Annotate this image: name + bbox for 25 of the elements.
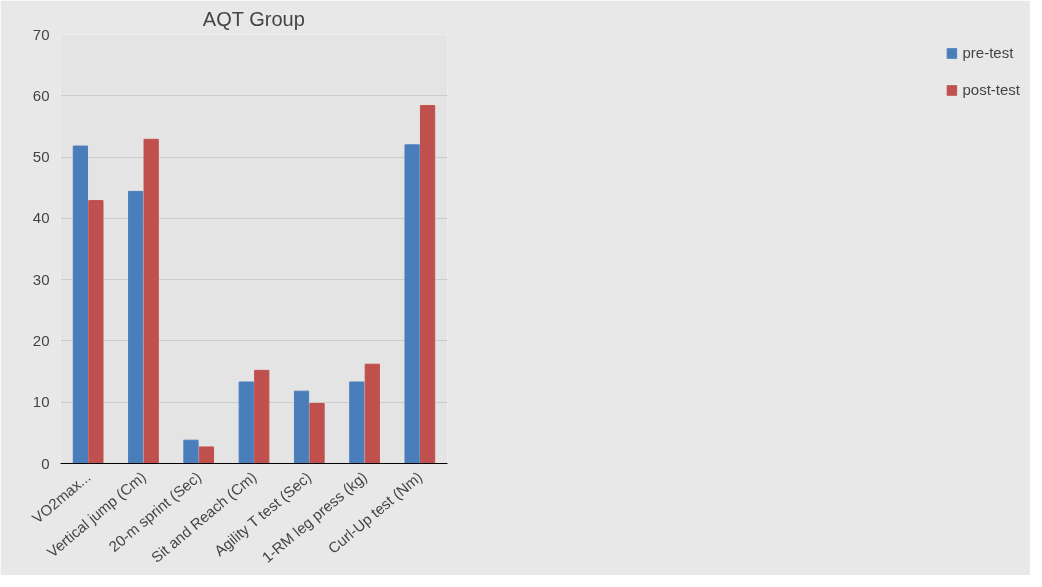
y-tick-label: 10 bbox=[32, 393, 50, 411]
bar bbox=[349, 381, 365, 464]
bar bbox=[128, 190, 144, 464]
y-tick-label: 60 bbox=[32, 86, 50, 104]
bar bbox=[183, 439, 199, 464]
bar bbox=[143, 138, 159, 464]
y-tick-label: 30 bbox=[32, 270, 50, 288]
legend-label: post-test bbox=[962, 81, 1020, 98]
bar bbox=[238, 381, 254, 464]
chart-title: AQT Group bbox=[202, 7, 305, 30]
bar bbox=[254, 369, 270, 464]
bar bbox=[404, 144, 420, 464]
legend-label: pre-test bbox=[962, 44, 1014, 61]
bar bbox=[198, 446, 215, 464]
bar bbox=[293, 390, 310, 464]
y-tick-label: 0 bbox=[41, 454, 50, 472]
y-tick-label: 40 bbox=[32, 209, 50, 227]
y-tick-label: 20 bbox=[32, 331, 50, 349]
y-tick-label: 50 bbox=[32, 148, 50, 166]
bar bbox=[88, 200, 104, 464]
bar bbox=[364, 363, 380, 464]
bar bbox=[72, 145, 89, 464]
bar bbox=[419, 105, 436, 464]
bar bbox=[309, 402, 325, 464]
y-tick-label: 70 bbox=[32, 25, 50, 43]
